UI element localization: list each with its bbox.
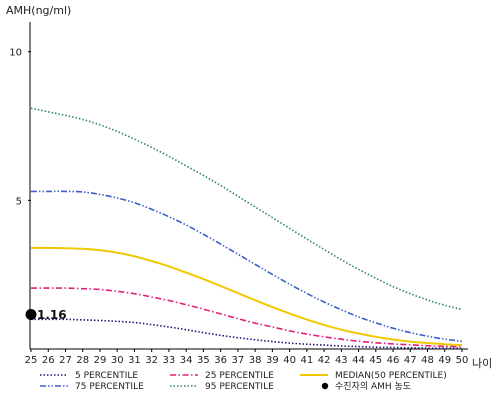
x-tick-label: 40 <box>283 355 296 366</box>
x-tick-label: 42 <box>318 355 331 366</box>
series-line-3 <box>31 190 463 343</box>
x-tick-label: 47 <box>404 355 417 366</box>
x-tick-label: 33 <box>163 355 176 366</box>
patient-amh-value: 1.16 <box>37 308 67 322</box>
x-tick-label: 26 <box>42 355 55 366</box>
legend-marker-swatch <box>321 382 329 390</box>
y-axis-title: AMH(ng/ml) <box>6 4 71 17</box>
marker-layer: 1.16 <box>25 308 67 322</box>
x-tick-label: 50 <box>456 355 469 366</box>
x-tick-label: 41 <box>300 355 313 366</box>
x-tick-label: 31 <box>128 355 141 366</box>
legend: 5 PERCENTILE 25 PERCENTILE MEDIAN(50 PERCE… <box>40 371 447 392</box>
y-tick-label: 5 <box>16 196 22 207</box>
y-tick-label: 10 <box>9 48 22 59</box>
chart-axes: AMH(ng/ml) 나이 <box>6 4 492 370</box>
x-tick-label: 30 <box>111 355 124 366</box>
series-line-1 <box>30 287 463 348</box>
x-tick-label: 46 <box>387 355 400 366</box>
legend-label-0: 5 PERCENTILE <box>75 371 138 381</box>
x-tick-label: 38 <box>249 355 262 366</box>
x-axis-title: 나이 <box>472 357 492 370</box>
x-tick-label: 34 <box>180 355 193 366</box>
x-tick-label: 29 <box>94 355 107 366</box>
legend-label-5: 수진자의 AMH 농도 <box>335 381 411 392</box>
series-lines <box>30 107 463 350</box>
series-line-0 <box>31 318 463 350</box>
x-tick-label: 36 <box>214 355 227 366</box>
x-tick-label: 35 <box>197 355 210 366</box>
x-tick-label: 44 <box>352 355 365 366</box>
x-tick-label: 28 <box>76 355 89 366</box>
series-line-2 <box>31 246 463 347</box>
x-tick-label: 43 <box>335 355 348 366</box>
x-tick-label: 37 <box>232 355 245 366</box>
x-tick-label: 32 <box>145 355 158 366</box>
x-tick-label: 48 <box>421 355 434 366</box>
x-tick-label: 25 <box>25 355 38 366</box>
x-tick-label: 49 <box>438 355 451 366</box>
x-tick-label: 27 <box>59 355 72 366</box>
axis-ticks: 25 26 27 28 29 30 31 32 33 34 35 36 37 38 39 40 41 42 43 44… <box>9 48 468 366</box>
patient-amh-marker <box>25 309 37 321</box>
series-line-4 <box>30 107 463 311</box>
legend-label-1: 25 PERCENTILE <box>205 371 274 381</box>
x-tick-label: 45 <box>369 355 382 366</box>
x-tick-label: 39 <box>266 355 279 366</box>
legend-label-4: 95 PERCENTILE <box>205 382 274 392</box>
legend-label-2: MEDIAN(50 PERCENTILE) <box>335 371 447 381</box>
legend-label-3: 75 PERCENTILE <box>75 382 144 392</box>
